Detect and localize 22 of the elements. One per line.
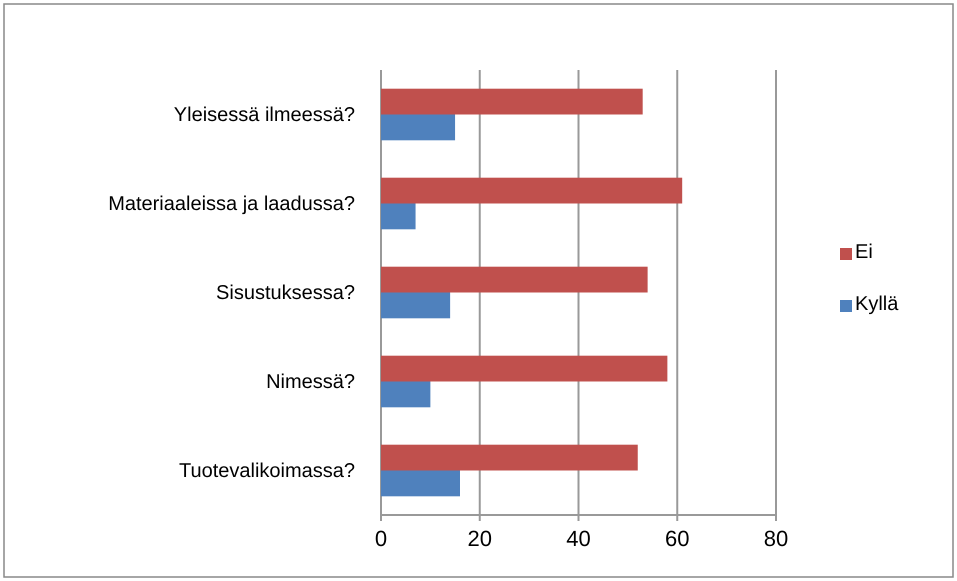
y-tick-label: Yleisessä ilmeessä? [174, 104, 355, 126]
x-tick-label: 0 [374, 526, 388, 551]
legend-label: Kyllä [855, 293, 900, 315]
y-tick-label: Sisustuksessa? [216, 282, 355, 304]
x-tick-label: 20 [468, 526, 492, 551]
bar [381, 204, 416, 230]
x-tick-label: 60 [665, 526, 690, 551]
y-tick-label: Nimessä? [266, 370, 355, 393]
bar [381, 178, 682, 204]
bar [381, 444, 638, 470]
bar [381, 292, 450, 318]
legend-label: Ei [855, 241, 873, 263]
x-tick-label: 80 [764, 526, 788, 551]
bar [381, 266, 648, 292]
bar [381, 470, 460, 496]
y-tick-label: Materiaaleissa ja laadussa? [108, 192, 355, 215]
x-tick-label: 40 [566, 526, 591, 551]
bar [381, 382, 430, 408]
bar [381, 356, 668, 382]
y-tick-label: Tuotevalikoimassa? [178, 460, 355, 482]
bar [381, 88, 643, 114]
bar [381, 114, 456, 140]
